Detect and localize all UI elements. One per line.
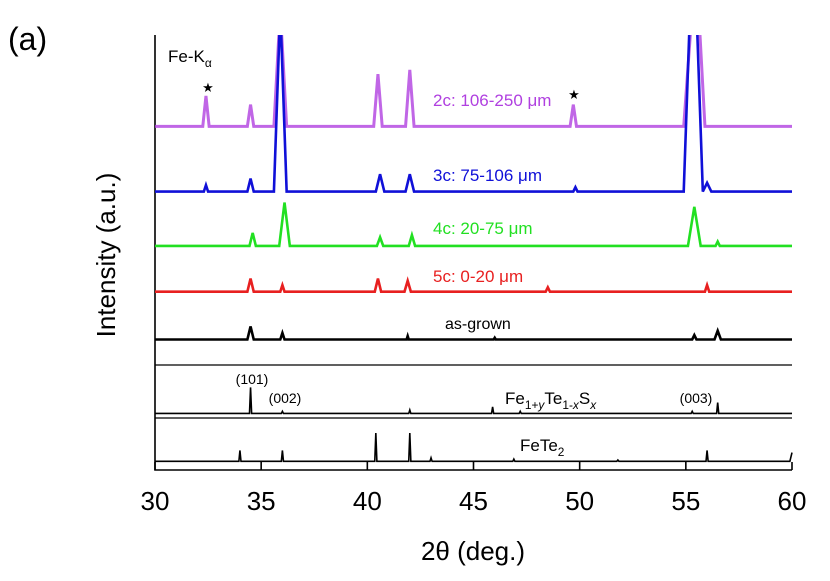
series-line	[155, 432, 793, 463]
series-label: 3c: 75-106 μm	[433, 166, 542, 185]
series-line	[155, 202, 792, 248]
series-line	[155, 326, 792, 341]
text-part: x	[589, 398, 597, 412]
text-part: α	[205, 56, 212, 70]
peak-label: (003)	[680, 390, 713, 406]
x-axis-label: 2θ (deg.)	[421, 536, 525, 566]
series-label: 4c: 20-75 μm	[433, 219, 533, 238]
x-tick-label: 35	[247, 486, 276, 516]
series-line	[155, 387, 792, 415]
text-part: Fe-K	[168, 47, 206, 66]
x-tick-label: 50	[565, 486, 594, 516]
text-part: 2	[558, 445, 565, 459]
series-line	[155, 276, 792, 293]
text-part: 1+	[525, 398, 539, 412]
series-line	[155, 35, 792, 128]
text-part: x	[572, 398, 580, 412]
series-label: Fe1+yTe1-xSx	[505, 389, 597, 412]
plot-area	[155, 35, 793, 463]
x-tick-label: 40	[353, 486, 382, 516]
x-tick-label: 30	[141, 486, 170, 516]
series-label: as-grown	[445, 316, 511, 333]
annotation: Fe-Kα	[168, 47, 212, 70]
y-axis-label: Intensity (a.u.)	[91, 173, 121, 338]
series-label: 2c: 106-250 μm	[433, 91, 551, 110]
peak-label: (002)	[269, 390, 302, 406]
text-part: FeTe	[520, 436, 558, 455]
text-part: Te	[544, 389, 562, 408]
star: ★	[202, 80, 214, 95]
peak-label: (101)	[236, 371, 269, 387]
panel-label: (a)	[8, 21, 47, 57]
x-tick-label: 55	[671, 486, 700, 516]
series-label: 5c: 0-20 μm	[433, 267, 523, 286]
text-part: y	[537, 398, 545, 412]
star: ★	[568, 87, 580, 102]
x-tick-label: 45	[459, 486, 488, 516]
x-tick-label: 60	[778, 486, 807, 516]
series-line	[155, 35, 792, 193]
text-part: Fe	[505, 389, 525, 408]
text-part: 1-	[562, 398, 573, 412]
text-part: S	[579, 389, 590, 408]
series-label: FeTe2	[520, 436, 565, 459]
